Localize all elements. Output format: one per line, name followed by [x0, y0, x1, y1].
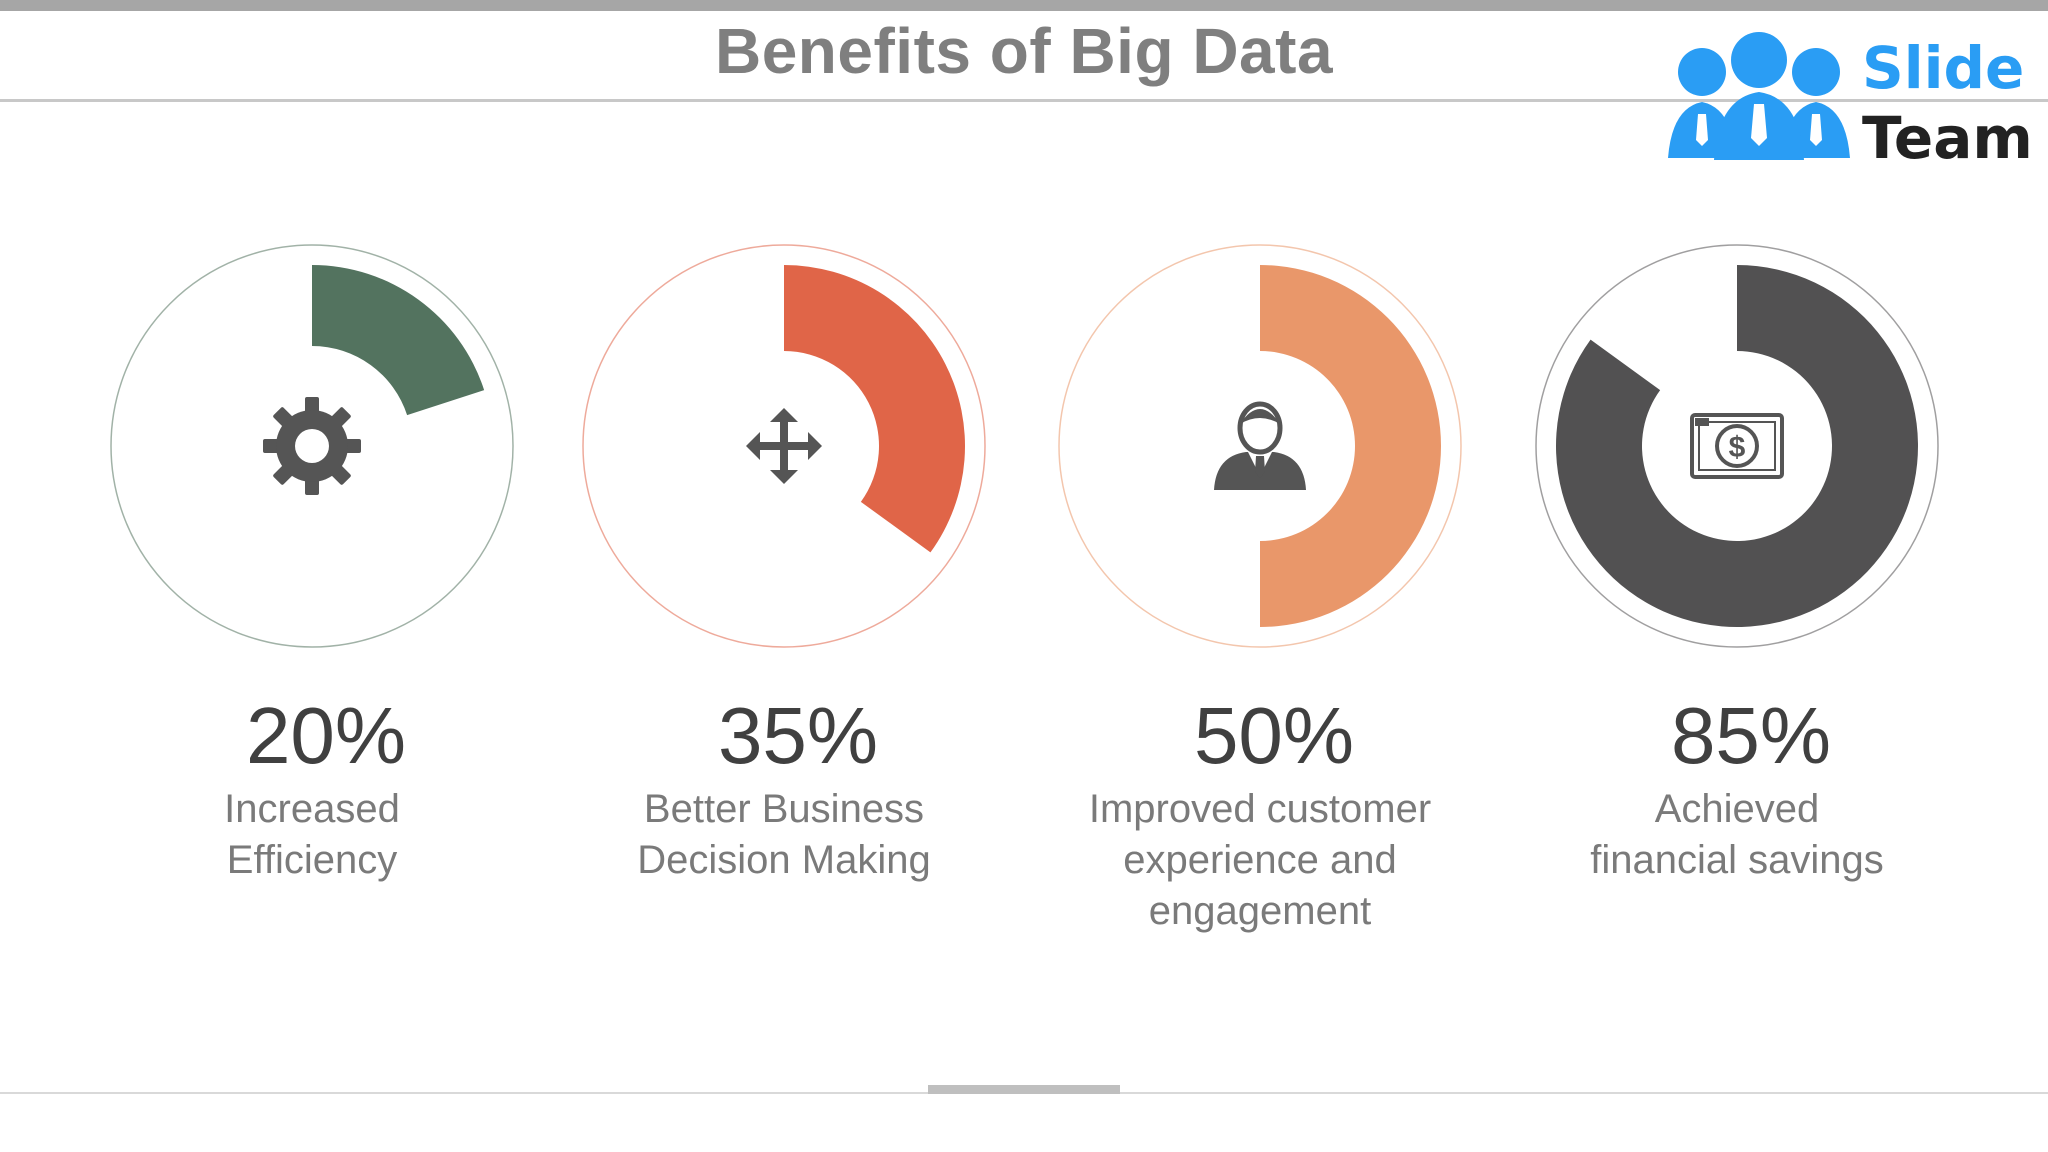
businessman-icon	[1214, 401, 1306, 490]
caption-line: Increased	[224, 787, 400, 831]
value-arc	[1556, 265, 1918, 628]
caption-line: financial savings	[1590, 838, 1884, 882]
title-rule	[0, 99, 2048, 102]
stat-value: 35%	[717, 691, 879, 780]
caption-line: experience and	[1123, 838, 1397, 882]
value-arc	[312, 265, 485, 416]
bottom-handle	[928, 1085, 1120, 1094]
stat-caption: Better Business Decision Making	[549, 784, 1019, 886]
chart-outline-ring	[1058, 244, 1462, 648]
chart-2	[582, 244, 986, 648]
value-arc	[1260, 265, 1441, 627]
dollar-bill-icon: $	[1690, 413, 1784, 479]
chart-outline-ring	[1535, 244, 1939, 648]
stat-caption: Increased Efficiency	[77, 784, 547, 886]
stat-value: 85%	[1670, 691, 1832, 780]
top-bar	[0, 0, 2048, 11]
caption-line: Efficiency	[226, 838, 398, 882]
logo-word-slide: Slide	[1862, 34, 2025, 102]
chart-1	[110, 244, 514, 648]
team-people-icon	[1668, 32, 1850, 160]
caption-line: Improved customer	[1088, 787, 1432, 831]
chart-3	[1058, 244, 1462, 648]
move-arrows-icon	[746, 408, 822, 484]
slideteam-logo: Slide Team	[1664, 28, 2033, 172]
svg-text:$: $	[1729, 431, 1746, 464]
gear-icon	[263, 397, 361, 495]
value-arc	[784, 265, 965, 553]
caption-line: Better Business	[643, 787, 925, 831]
caption-line: Decision Making	[637, 838, 931, 882]
chart-outline-ring	[110, 244, 514, 648]
chart-outline-ring	[582, 244, 986, 648]
caption-line: engagement	[1148, 889, 1372, 933]
logo-word-team: Team	[1862, 104, 2033, 172]
caption-line: Achieved	[1654, 787, 1820, 831]
slide-title: Benefits of Big Data	[714, 15, 1334, 87]
stat-value: 50%	[1193, 691, 1355, 780]
stat-value: 20%	[245, 691, 407, 780]
chart-4: $	[1535, 244, 1939, 648]
stat-caption: Achieved financial savings	[1502, 784, 1972, 886]
stat-caption: Improved customer experience and engagemen…	[1025, 784, 1495, 937]
